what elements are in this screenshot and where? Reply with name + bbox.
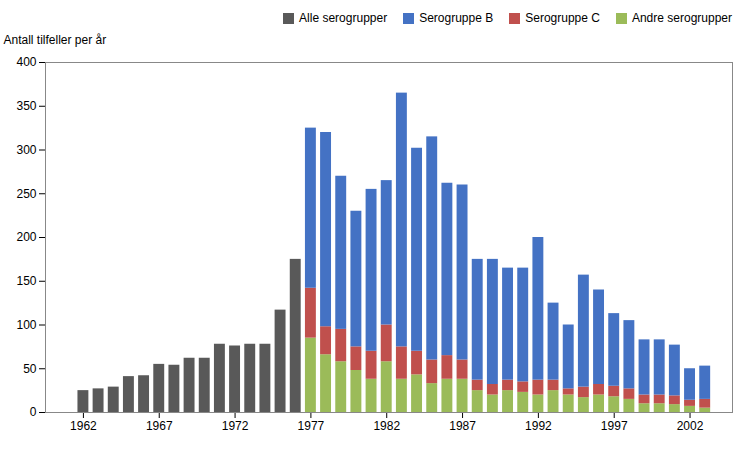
svg-text:50: 50 [23, 362, 37, 376]
svg-text:1977: 1977 [298, 419, 325, 433]
svg-text:1967: 1967 [146, 419, 173, 433]
svg-text:2002: 2002 [677, 419, 704, 433]
svg-text:100: 100 [16, 318, 36, 332]
svg-text:400: 400 [16, 55, 36, 69]
svg-text:0: 0 [30, 405, 37, 419]
svg-text:250: 250 [16, 187, 36, 201]
svg-text:1972: 1972 [222, 419, 249, 433]
html-text:Alle serogrupper: Alle serogrupper [299, 11, 388, 25]
svg-text:300: 300 [16, 143, 36, 157]
svg-text:150: 150 [16, 274, 36, 288]
svg-text:1992: 1992 [525, 419, 552, 433]
svg-text:Antall tilfeller per år: Antall tilfeller per år [4, 33, 107, 47]
html-text:Andre serogrupper: Andre serogrupper [631, 11, 732, 25]
svg-text:1987: 1987 [449, 419, 476, 433]
svg-text:350: 350 [16, 99, 36, 113]
svg-text:1962: 1962 [70, 419, 97, 433]
html-text:Serogruppe C: Serogruppe C [525, 11, 600, 25]
svg-text:200: 200 [16, 230, 36, 244]
html-text:Serogruppe B: Serogruppe B [419, 11, 494, 25]
svg-text:1997: 1997 [601, 419, 628, 433]
svg-text:1982: 1982 [373, 419, 400, 433]
